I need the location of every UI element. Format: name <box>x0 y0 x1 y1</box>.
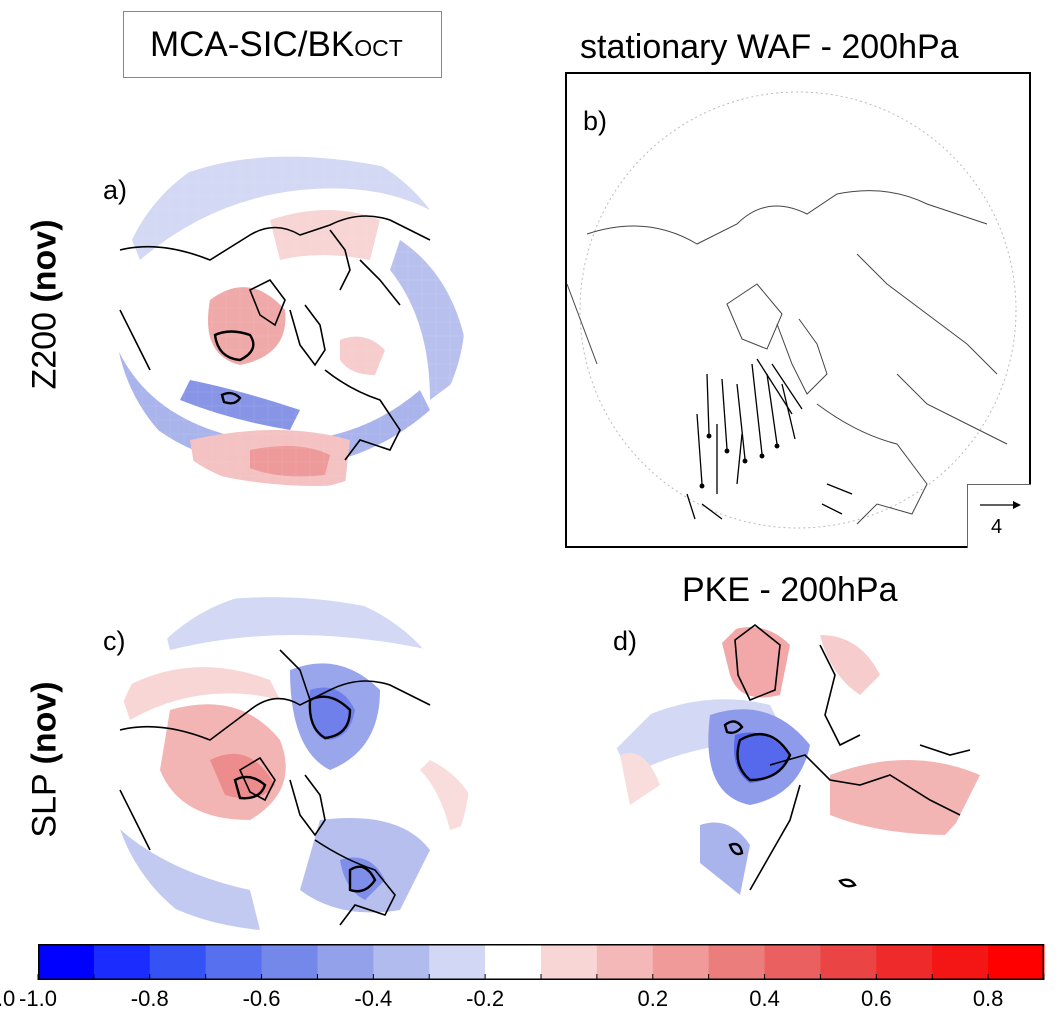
panel-b-boundary-circle <box>579 91 1017 529</box>
waf-vector <box>686 493 696 520</box>
row-label-z200-prefix: Z200 <box>25 302 64 390</box>
row-label-z200-bold: (nov) <box>25 219 64 303</box>
figure-title-sub: OCT <box>354 35 403 61</box>
waf-vector-head <box>774 443 780 449</box>
panel-b-reference-box <box>967 484 1031 548</box>
colorbar-ticks <box>37 974 1045 980</box>
waf-vector-head <box>724 448 730 454</box>
panel-d-pos-west <box>620 753 660 805</box>
row-label-slp: SLP (nov) <box>26 680 65 840</box>
colorbar-cell <box>93 944 151 980</box>
waf-vector-head <box>759 453 765 459</box>
waf-vector-head <box>706 433 712 439</box>
row-label-z200: Z200 (nov) <box>26 215 65 395</box>
waf-vector-head <box>699 483 705 489</box>
colorbar-cell <box>205 944 263 980</box>
colorbar-cell <box>708 944 766 980</box>
colorbar-cell <box>429 944 486 980</box>
waf-vector <box>766 373 778 445</box>
panel-d-label: d) <box>613 626 638 656</box>
panel-d-pos-scandinavia <box>820 635 880 695</box>
colorbar-cell <box>38 944 95 980</box>
colorbar-tick-label: -1.0 <box>19 986 57 1011</box>
panel-c-neg-core <box>309 687 355 740</box>
panel-a-map <box>115 140 465 490</box>
panel-c-neg-southwest <box>110 820 260 930</box>
waf-vector <box>781 383 796 440</box>
colorbar-tick-label: -0.2 <box>466 986 505 1011</box>
colorbar-tick-label: 0.4 <box>749 986 780 1011</box>
waf-vector <box>821 503 843 515</box>
colorbar-tick-label: 1.0 <box>0 986 16 1011</box>
title-box <box>123 11 442 78</box>
waf-vector <box>771 363 803 410</box>
panel-a-coastlines <box>119 215 431 461</box>
colorbar <box>37 944 1045 980</box>
colorbar-cell <box>988 944 1045 980</box>
waf-vector <box>736 433 743 485</box>
panel-d-pos-greenland <box>720 627 790 698</box>
colorbar-tick-label: -0.4 <box>354 986 393 1011</box>
colorbar-cell <box>149 944 207 980</box>
panel-d-title: PKE - 200hPa <box>682 571 898 609</box>
panel-c-significance <box>233 695 377 893</box>
waf-vector <box>706 373 710 435</box>
colorbar-tick-label: 0.6 <box>861 986 892 1011</box>
panel-d-significance <box>723 720 857 888</box>
colorbar-tick-label: 0.8 <box>972 986 1004 1011</box>
colorbar-cell <box>820 944 877 980</box>
panel-c-pos-east <box>420 760 470 830</box>
waf-vector <box>696 413 703 485</box>
panel-d-neg-southwest <box>700 822 750 895</box>
panel-b-reference-label: 4 <box>991 516 1003 538</box>
waf-vector <box>756 358 793 415</box>
colorbar-tick-label: 0.2 <box>637 986 669 1011</box>
panel-b-frame <box>565 72 1031 548</box>
panel-b-title: stationary WAF - 200hPa <box>580 28 959 66</box>
waf-vector <box>826 483 853 495</box>
panel-b-map <box>566 91 1017 529</box>
colorbar-cell <box>932 944 989 980</box>
panel-b-coastlines <box>566 190 1008 525</box>
colorbar-cell <box>764 944 821 980</box>
colorbar-cell <box>652 944 710 980</box>
waf-vector <box>701 503 723 520</box>
colorbar-cell <box>261 944 318 980</box>
colorbar-cells <box>38 944 1045 980</box>
colorbar-cell <box>541 944 598 980</box>
panel-d-pos-mediterranean <box>830 760 980 835</box>
panel-b-reference-arrow <box>980 501 1021 509</box>
colorbar-cell <box>485 944 542 980</box>
waf-vector <box>736 383 746 460</box>
figure-title-main: MCA-SIC/BK <box>150 25 355 64</box>
panel-d-coastlines <box>734 623 971 891</box>
figure-title: MCA-SIC/BKOCT <box>150 25 403 65</box>
row-label-slp-bold: (nov) <box>25 681 64 765</box>
colorbar-cell <box>317 944 374 980</box>
panel-b-vectors <box>686 358 853 520</box>
row-label-slp-prefix: SLP <box>25 764 64 838</box>
colorbar-cell <box>373 944 430 980</box>
panel-a-significance <box>213 330 255 405</box>
colorbar-cell <box>876 944 933 980</box>
colorbar-tick-label: -0.8 <box>130 986 169 1011</box>
panel-c-neg-north <box>160 597 430 650</box>
panel-b-label: b) <box>583 106 608 136</box>
panel-c-coastlines <box>119 649 431 926</box>
panel-c-map <box>110 597 470 930</box>
colorbar-tick-label: -0.6 <box>242 986 281 1011</box>
panel-d-neg-core <box>734 732 790 783</box>
colorbar-cell <box>596 944 654 980</box>
panel-d-map <box>610 623 980 895</box>
panel-c-label: c) <box>103 626 126 656</box>
waf-vector <box>751 363 763 455</box>
panel-a-label: a) <box>103 175 128 205</box>
waf-vector <box>721 378 728 450</box>
waf-vector-head <box>742 458 748 464</box>
panel-c-pos-north <box>120 667 280 720</box>
